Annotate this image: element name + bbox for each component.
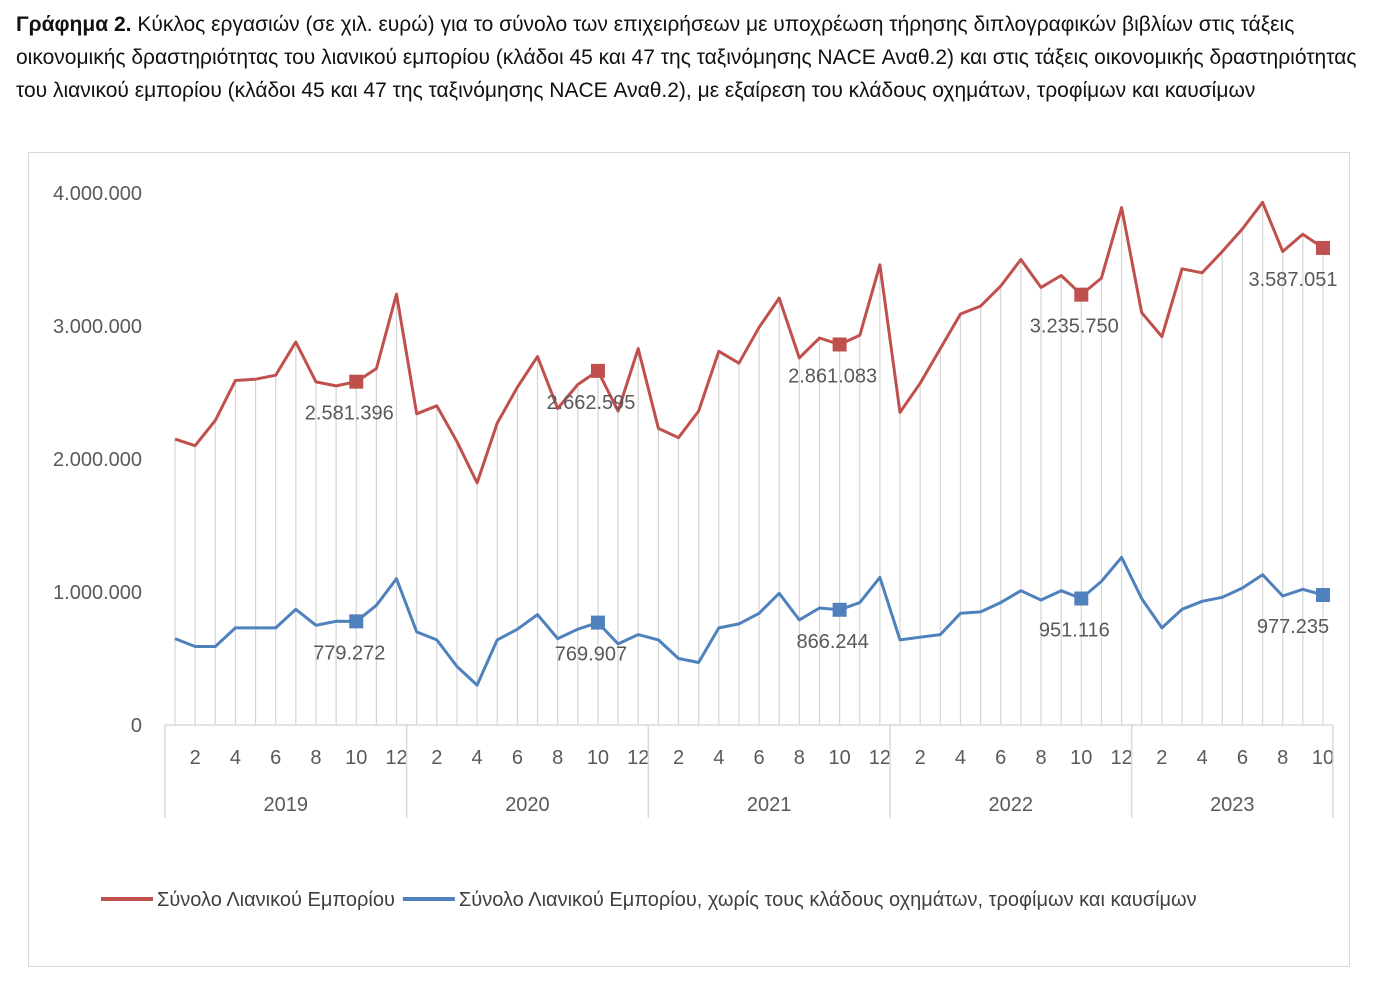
x-tick-label: 6: [753, 747, 764, 769]
data-label: 951.116: [1039, 620, 1110, 642]
droplines: [174, 202, 1324, 725]
legend: Σύνολο Λιανικού Εμπορίου Σύνολο Λιανικού …: [101, 889, 1197, 911]
x-tick-label: 12: [1110, 747, 1132, 769]
data-label: 977.235: [1257, 616, 1329, 638]
x-tick-label: 2: [1156, 747, 1167, 769]
x-tick-label: 2: [431, 747, 442, 769]
data-marker: [349, 374, 364, 389]
year-label: 2019: [264, 794, 309, 816]
x-tick-label: 8: [1277, 747, 1288, 769]
series-line: [174, 200, 1324, 485]
data-marker: [1074, 287, 1089, 302]
data-label: 2.861.083: [788, 365, 877, 387]
x-tick-label: 12: [385, 747, 407, 769]
x-tick-label: 6: [270, 747, 281, 769]
data-marker: [1315, 588, 1330, 603]
data-labels: 2.581.396 2.662.595 2.861.083 3.235.750 3.58…: [305, 269, 1338, 666]
x-tick-label: 4: [472, 747, 483, 769]
x-tick-label: 8: [552, 747, 563, 769]
chart-frame: 0 1.000.000 2.000.000 3.000.000 4.000.000 2 4…: [28, 152, 1350, 967]
x-tick-label: 10: [345, 747, 367, 769]
data-marker: [1074, 591, 1089, 606]
y-tick-label: 3.000.000: [53, 316, 142, 338]
x-tick-label: 2: [915, 747, 926, 769]
x-tick-label: 12: [627, 747, 649, 769]
x-tick-label: 10: [1312, 747, 1334, 769]
data-marker: [1315, 240, 1330, 255]
x-tick-label: 8: [1035, 747, 1046, 769]
x-tick-label: 4: [713, 747, 724, 769]
data-label: 2.662.595: [546, 392, 635, 414]
x-tick-label: 12: [869, 747, 891, 769]
data-label: 2.581.396: [305, 403, 394, 425]
y-tick-label: 0: [131, 715, 142, 737]
x-tick-label: 6: [995, 747, 1006, 769]
data-label: 3.235.750: [1030, 316, 1119, 338]
series-line: [174, 555, 1324, 687]
year-label: 2020: [505, 794, 550, 816]
legend-label: Σύνολο Λιανικού Εμπορίου, χωρίς τους κλά…: [459, 889, 1197, 911]
data-marker: [590, 363, 605, 378]
line-chart: 0 1.000.000 2.000.000 3.000.000 4.000.000 2 4…: [53, 183, 1338, 911]
x-tick-label: 6: [1237, 747, 1248, 769]
x-axis: 2 4 6 8 10 12 2 4 6 8 10 12 2 4 6 8 10 12 2 4 6 8 10 12 2 4 6 8 10 20…: [164, 724, 1334, 818]
caption-text: Κύκλος εργασιών (σε χιλ. ευρώ) για το σύ…: [16, 13, 1357, 102]
data-label: 866.244: [796, 631, 868, 653]
caption-prefix: Γράφημα 2.: [16, 13, 132, 36]
x-tick-label: 4: [230, 747, 241, 769]
data-label: 3.587.051: [1248, 269, 1337, 291]
x-tick-label: 10: [587, 747, 609, 769]
x-tick-label: 8: [310, 747, 321, 769]
data-marker: [590, 615, 605, 630]
year-label: 2021: [747, 794, 792, 816]
y-axis: 0 1.000.000 2.000.000 3.000.000 4.000.000: [53, 183, 142, 737]
data-marker: [349, 614, 364, 629]
data-marker: [832, 337, 847, 352]
figure-caption: Γράφημα 2. Κύκλος εργασιών (σε χιλ. ευρώ…: [16, 8, 1364, 107]
y-tick-label: 1.000.000: [53, 582, 142, 604]
year-label: 2023: [1210, 794, 1255, 816]
data-label: 779.272: [313, 642, 385, 664]
x-tick-label: 6: [512, 747, 523, 769]
y-tick-label: 4.000.000: [53, 183, 142, 205]
x-tick-label: 10: [1070, 747, 1092, 769]
x-tick-label: 4: [955, 747, 966, 769]
x-tick-label: 10: [828, 747, 850, 769]
y-tick-label: 2.000.000: [53, 449, 142, 471]
x-tick-label: 2: [673, 747, 684, 769]
data-marker: [832, 602, 847, 617]
data-label: 769.907: [555, 644, 627, 666]
x-tick-label: 2: [190, 747, 201, 769]
x-tick-label: 4: [1197, 747, 1208, 769]
series-lines: [174, 200, 1330, 687]
x-tick-label: 8: [794, 747, 805, 769]
year-label: 2022: [989, 794, 1034, 816]
legend-label: Σύνολο Λιανικού Εμπορίου: [157, 889, 395, 911]
